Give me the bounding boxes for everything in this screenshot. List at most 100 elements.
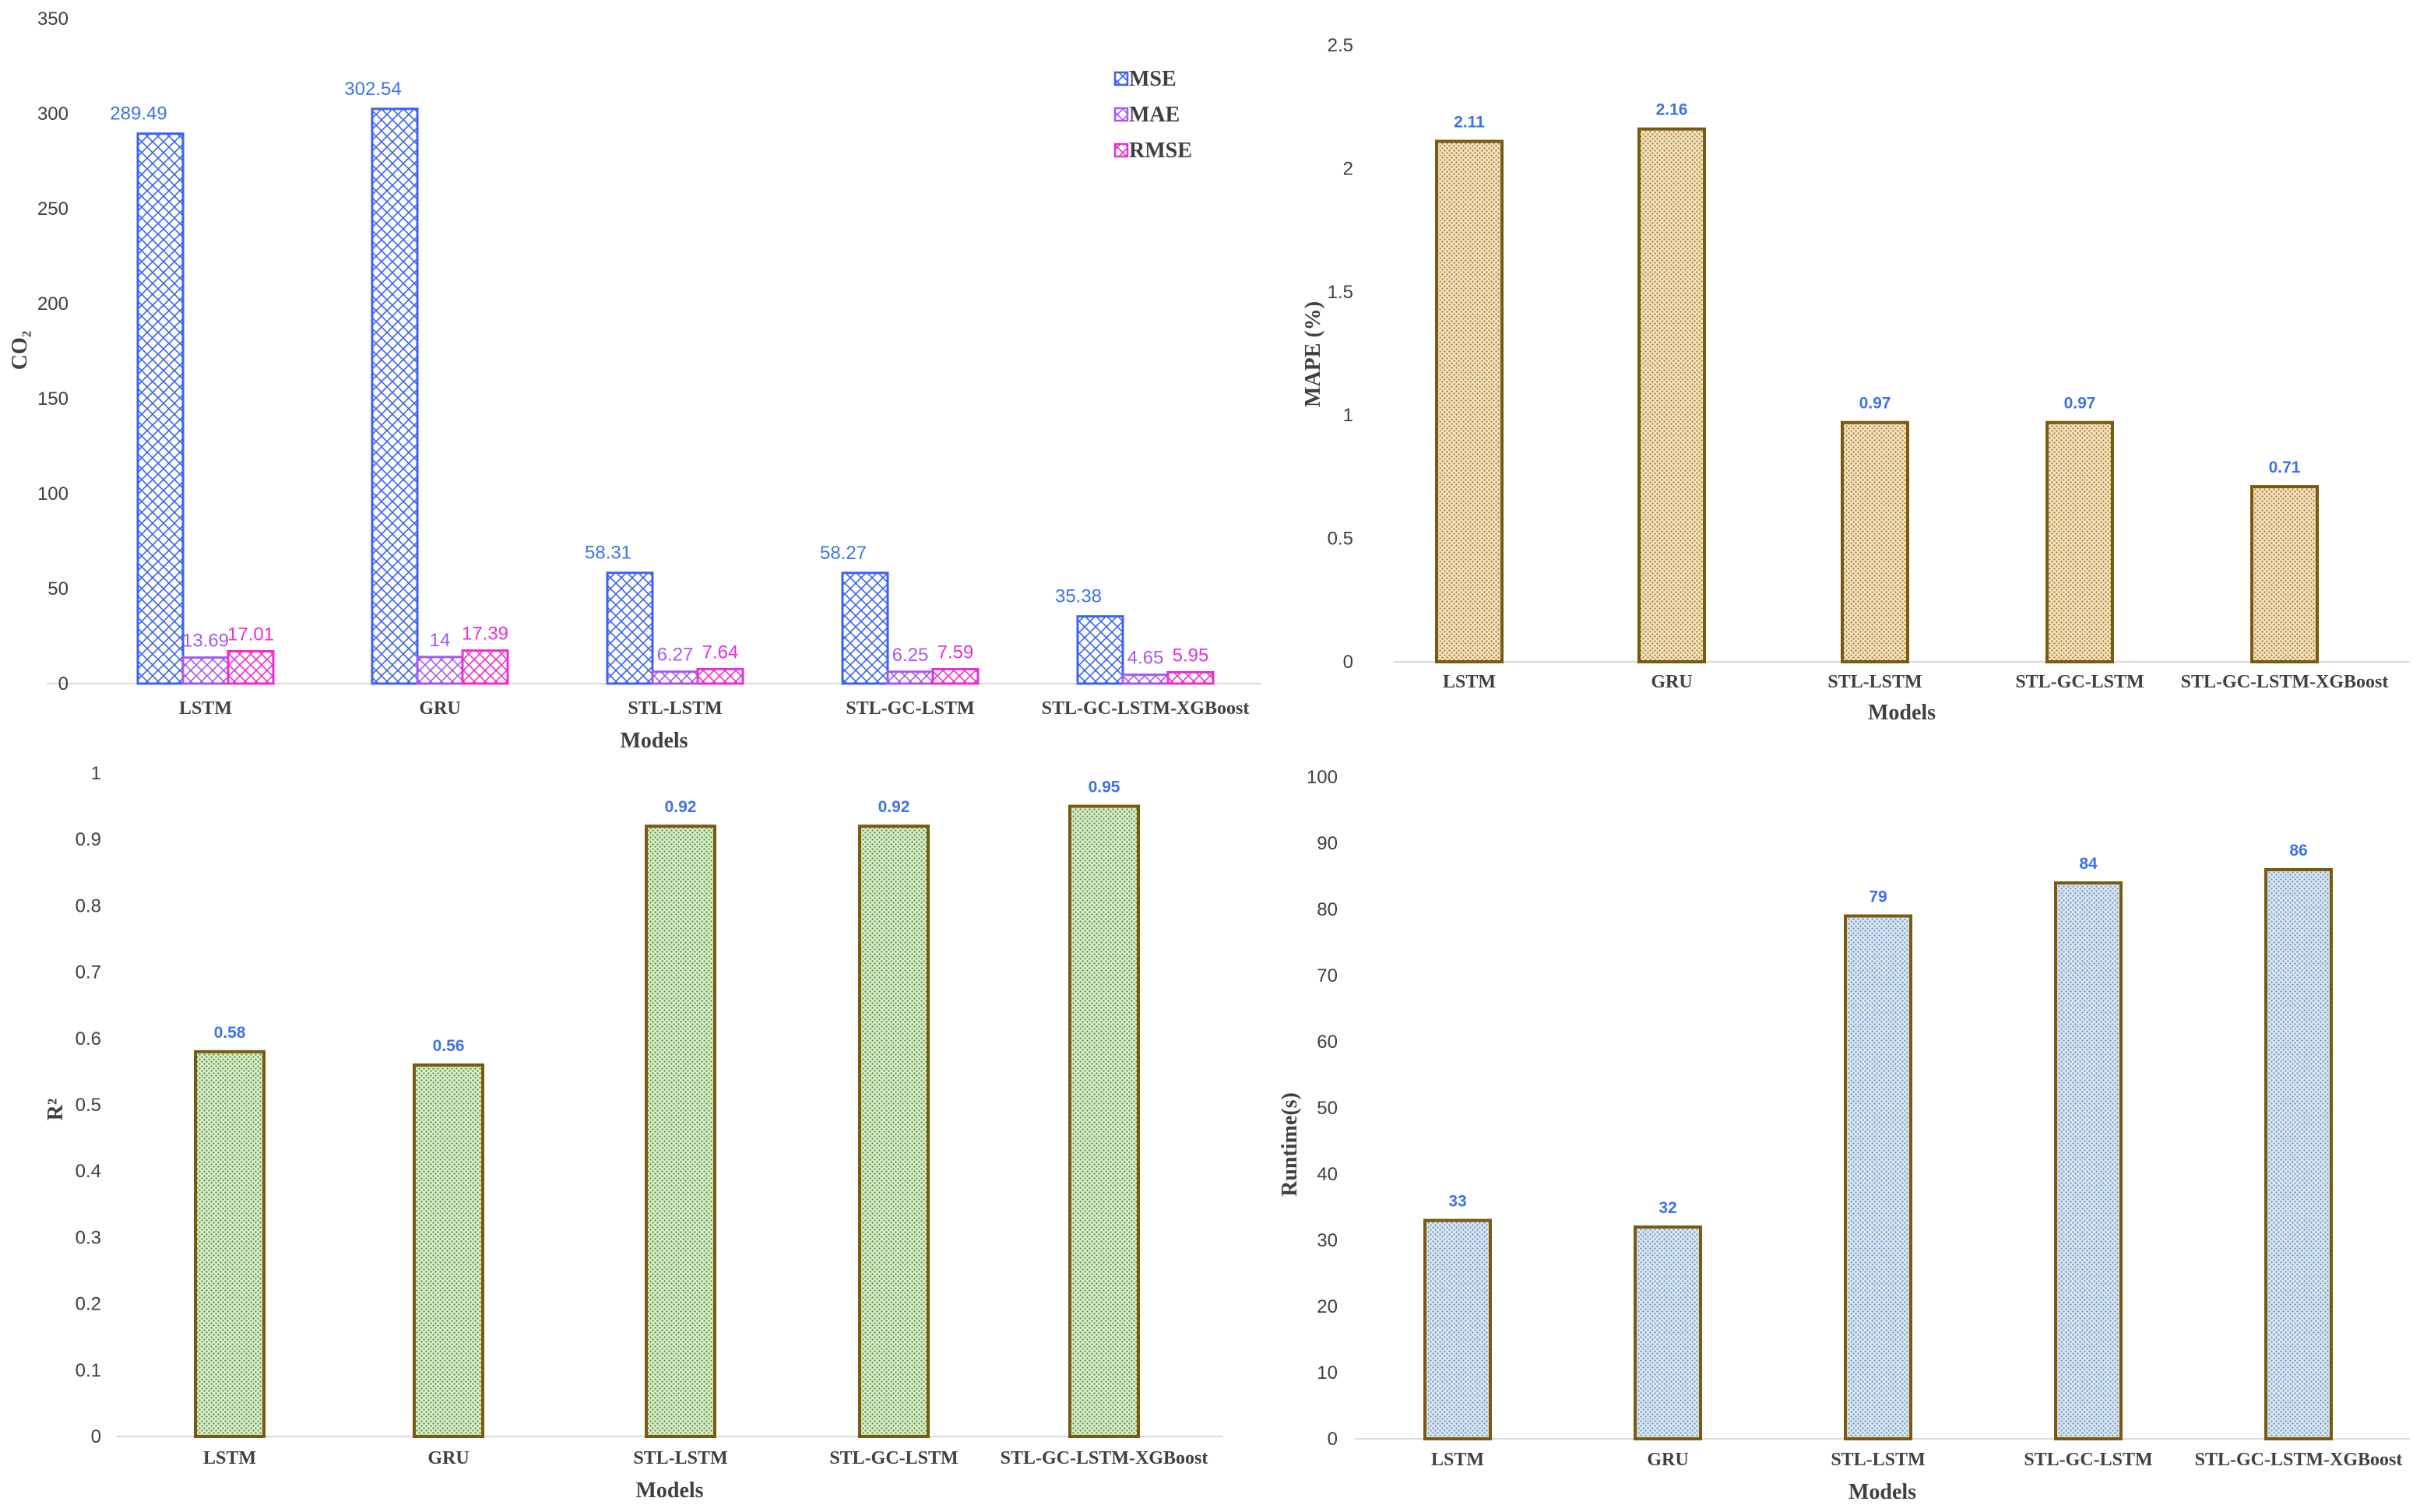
y-tick-label: 0.9 [76, 829, 101, 850]
y-tick-label: 30 [1317, 1230, 1338, 1251]
mape-chart: 0 0.5 1 1.5 2 2.5 LSTM GRU STL-LSTM STL-GC-LSTM ST… [1301, 35, 2410, 725]
y-tick-label: 150 [37, 389, 69, 410]
x-category-stl-lstm: STL-LSTM [1827, 672, 1922, 692]
bar-gru [413, 1063, 484, 1438]
data-label-mae: 6.25 [892, 645, 929, 666]
x-axis-title: Models [620, 729, 688, 753]
bar-gru [1634, 1225, 1702, 1440]
data-label-lstm: 2.11 [1454, 114, 1485, 132]
data-label-mae: 14 [430, 630, 451, 651]
data-label-mae: 4.65 [1127, 648, 1164, 669]
legend-swatch-mae [1113, 107, 1129, 122]
y-tick-label: 0.2 [76, 1294, 101, 1315]
data-label-mse: 58.27 [820, 543, 867, 564]
legend-swatch-mse [1113, 71, 1129, 86]
y-tick-label: 0.5 [1328, 529, 1353, 550]
bar-mae-stl-gc-lstm [886, 670, 934, 685]
x-category-stl-gc-lstm-xgboost: STL-GC-LSTM-XGBoost [2181, 672, 2389, 692]
data-label-gru: 2.16 [1656, 101, 1688, 119]
x-category-lstm: LSTM [1443, 672, 1496, 692]
y-tick-label: 2 [1343, 158, 1353, 179]
bar-lstm [1435, 139, 1504, 663]
legend-label-mae: MAE [1129, 103, 1180, 127]
data-label-stl-gc-lstm-xgboost: 0.95 [1089, 779, 1120, 796]
bar-gru [1637, 127, 1706, 664]
bar-rmse-stl-gc-lstm [931, 667, 980, 685]
x-category-stl-gc-lstm: STL-GC-LSTM [2015, 672, 2144, 692]
data-label-stl-gc-lstm-xgboost: 0.71 [2269, 459, 2301, 476]
y-tick-label: 0 [1328, 1429, 1338, 1450]
x-category-gru: GRU [419, 698, 460, 719]
y-tick-label: 10 [1317, 1363, 1338, 1384]
bar-mae-stl-gc-lstm-xgboost [1121, 673, 1170, 685]
y-tick-label: 100 [1307, 767, 1338, 788]
x-category-gru: GRU [1651, 672, 1692, 692]
x-category-lstm: LSTM [1431, 1450, 1484, 1470]
data-label-mse: 35.38 [1055, 586, 1102, 607]
data-label-mae: 6.27 [657, 645, 694, 666]
bar-stl-gc-lstm-xgboost [2250, 485, 2319, 664]
bar-mse-stl-lstm [606, 571, 654, 685]
x-axis-title: Models [1868, 701, 1936, 725]
y-tick-label: 50 [1317, 1098, 1338, 1119]
legend-label-mse: MSE [1129, 67, 1177, 91]
data-label-gru: 0.56 [433, 1037, 465, 1055]
y-tick-label: 2.5 [1328, 35, 1353, 56]
y-tick-label: 50 [47, 578, 69, 600]
legend-label-rmse: RMSE [1129, 139, 1192, 163]
data-label-lstm: 33 [1448, 1193, 1466, 1211]
data-label-mse: 289.49 [110, 104, 167, 125]
data-label-gru: 32 [1658, 1199, 1676, 1217]
x-category-stl-gc-lstm-xgboost: STL-GC-LSTM-XGBoost [1001, 1448, 1208, 1468]
y-tick-label: 0.7 [76, 962, 101, 983]
x-category-stl-lstm: STL-LSTM [633, 1448, 727, 1468]
y-tick-label: 350 [37, 9, 69, 30]
data-label-stl-gc-lstm: 0.97 [2064, 395, 2096, 413]
bar-mse-stl-gc-lstm [841, 571, 889, 685]
bar-rmse-lstm [227, 649, 275, 685]
x-category-lstm: LSTM [179, 698, 232, 719]
y-tick-label: 90 [1317, 833, 1338, 854]
data-label-mae: 13.69 [182, 631, 229, 652]
data-label-stl-gc-lstm-xgboost: 86 [2289, 842, 2307, 860]
bar-stl-gc-lstm [2054, 881, 2123, 1440]
data-label-lstm: 0.58 [214, 1024, 246, 1042]
y-tick-label: 80 [1317, 899, 1338, 920]
bar-stl-gc-lstm [858, 825, 930, 1439]
y-tick-label: 0.4 [76, 1161, 101, 1182]
y-tick-label: 100 [37, 483, 69, 505]
y-axis-title: R² [44, 1099, 68, 1121]
x-category-lstm: LSTM [203, 1448, 256, 1468]
y-tick-label: 1 [91, 763, 101, 784]
data-label-mse: 302.54 [344, 79, 401, 100]
bar-stl-gc-lstm-xgboost [2264, 868, 2333, 1440]
y-tick-label: 0.1 [76, 1360, 101, 1381]
bar-stl-lstm [1841, 420, 1909, 663]
y-tick-label: 0.5 [76, 1095, 101, 1116]
data-label-rmse: 7.59 [937, 642, 974, 663]
bar-lstm [1423, 1218, 1492, 1440]
y-tick-label: 200 [37, 294, 69, 315]
bar-mae-gru [416, 656, 464, 685]
y-axis-title: MAPE (%) [1301, 301, 1325, 407]
y-tick-label: 70 [1317, 965, 1338, 986]
y-axis-title: Runtime(s) [1278, 1092, 1302, 1197]
y-axis-title: CO₂ [8, 331, 32, 370]
x-category-stl-lstm: STL-LSTM [628, 698, 722, 719]
data-label-rmse: 5.95 [1173, 645, 1209, 666]
bar-rmse-stl-lstm [696, 667, 744, 685]
x-category-stl-lstm: STL-LSTM [1831, 1450, 1925, 1470]
data-label-stl-lstm: 0.97 [1859, 395, 1891, 413]
bar-mae-lstm [181, 656, 230, 685]
bar-rmse-gru [461, 649, 509, 685]
y-tick-label: 0.6 [76, 1029, 101, 1050]
x-category-stl-gc-lstm: STL-GC-LSTM [846, 698, 974, 719]
y-tick-label: 60 [1317, 1032, 1338, 1053]
y-tick-label: 20 [1317, 1296, 1338, 1317]
data-label-stl-gc-lstm: 0.92 [878, 798, 910, 816]
bar-stl-lstm [645, 825, 716, 1439]
runtime-chart: 0 10 20 30 40 50 60 70 80 90 100 LSTM GRU STL-LSTM STL… [1278, 767, 2410, 1504]
y-tick-label: 1.5 [1328, 282, 1353, 303]
bar-stl-lstm [1844, 914, 1912, 1440]
